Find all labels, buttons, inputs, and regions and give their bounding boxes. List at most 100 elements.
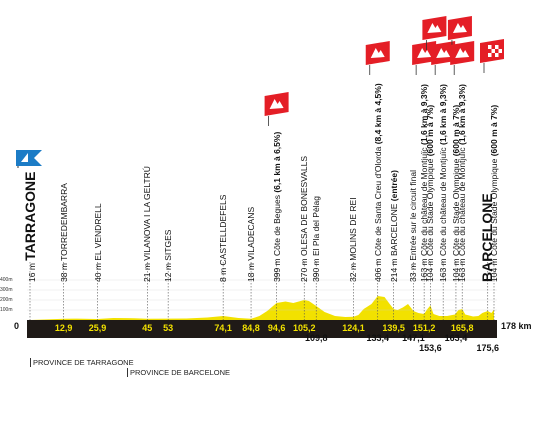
waypoint-name: OLESA DE BONESVALLS xyxy=(299,156,310,256)
waypoint-name: EL VENDRELL xyxy=(92,203,103,261)
start-flag-icon xyxy=(16,150,42,166)
checker-square xyxy=(495,53,499,57)
waypoint-altitude: 18 m xyxy=(246,260,257,282)
waypoint-altitude: 33 m xyxy=(408,260,419,282)
waypoint-detail: (600 m à 7%) xyxy=(489,104,499,159)
km-marker: 124,1 xyxy=(342,323,365,333)
waypoint-name: TARRAGONE xyxy=(21,171,38,261)
waypoint-label-castelldefels: 8 m CASTELLDEFELS xyxy=(218,195,228,282)
waypoint-altitude: 12 m xyxy=(163,260,174,282)
mountain-icon xyxy=(417,48,432,58)
waypoint-detail: (entrée) xyxy=(388,170,399,204)
km-marker: 84,8 xyxy=(242,323,260,333)
waypoint-name: VILANOVA I LA GELTRÚ xyxy=(142,166,153,261)
waypoint-name: Côte du Stade Olympique xyxy=(425,158,436,256)
checker-square xyxy=(498,49,502,53)
province-barcelone: PROVINCE DE BARCELONE xyxy=(127,368,230,377)
waypoint-label-torredembarra: 38 m TORREDEMBARRA xyxy=(59,183,69,282)
waypoint-label-molins: 32 m MOLINS DE REI xyxy=(348,197,358,282)
altitude-tick-300: 300m xyxy=(0,287,13,293)
waypoint-label-santa-creu: 406 m Côte de Santa Creu d'Olorda (8,4 k… xyxy=(373,83,383,282)
start-km-label: 0 xyxy=(14,321,20,331)
waypoint-altitude: 104 m xyxy=(489,256,499,282)
checker-square xyxy=(491,49,495,53)
mountain-icon xyxy=(455,48,470,58)
mountain-icon xyxy=(370,48,385,58)
waypoint-detail: (1,6 km à 9,3%) xyxy=(438,84,449,148)
km-marker: 109,8 xyxy=(304,333,328,343)
km-marker: 12,9 xyxy=(54,323,73,333)
waypoint-altitude: 21 m xyxy=(142,260,153,282)
checker-square xyxy=(488,45,492,49)
waypoint-altitude: 390 m xyxy=(311,256,322,282)
waypoint-label-tarragone: 16 m TARRAGONE xyxy=(21,171,40,282)
waypoint-detail: (1,6 km à 9,3%) xyxy=(457,84,468,148)
waypoint-name: SITGES xyxy=(163,229,174,261)
waypoint-name: El Pla del Pèlag xyxy=(311,195,322,256)
checker-square xyxy=(488,53,492,57)
waypoint-altitude: 214 m xyxy=(388,256,399,282)
waypoint-altitude: 163 m xyxy=(438,256,449,282)
waypoint-altitude: 104 m xyxy=(425,256,436,282)
waypoint-name: Côte de Santa Creu d'Olorda xyxy=(372,146,383,256)
waypoint-name: Entrée sur le circuit final xyxy=(408,170,419,261)
waypoint-name: TORREDEMBARRA xyxy=(58,183,69,261)
waypoint-label-barcelone-1: 214 m BARCELONE (entrée) xyxy=(389,170,399,282)
province-tarragone: PROVINCE DE TARRAGONE xyxy=(30,358,134,367)
altitude-tick-200: 200m xyxy=(0,297,13,303)
mountain-icon xyxy=(436,48,451,58)
km-marker: 133,4 xyxy=(366,333,389,343)
waypoint-altitude: 38 m xyxy=(58,260,69,282)
waypoint-name: CASTELLDEFELS xyxy=(218,194,229,266)
waypoint-label-el-vendrell: 40 m EL VENDRELL xyxy=(93,203,103,282)
km-marker: 163,4 xyxy=(444,333,468,343)
checker-square xyxy=(495,45,499,49)
waypoint-label-pla-pelag: 390 m El Pla del Pèlag xyxy=(311,196,321,282)
km-marker: 25,9 xyxy=(88,323,107,333)
altitude-tick-100: 100m xyxy=(0,307,13,313)
waypoint-label-olesa: 270 m OLESA DE BONESVALLS xyxy=(299,156,309,282)
waypoint-altitude: 399 m xyxy=(271,256,282,282)
km-marker: 74,1 xyxy=(214,323,232,333)
waypoint-label-begues: 399 m Côte de Begues (6,1 km à 6,5%) xyxy=(272,132,282,282)
waypoint-altitude: 406 m xyxy=(372,256,383,282)
waypoint-name: VILADECANS xyxy=(246,206,257,261)
waypoint-label-stade-3: 104 m Côte du Stade Olympique (600 m à 7… xyxy=(489,105,499,282)
waypoint-label-sitges: 12 m SITGES xyxy=(163,230,173,282)
km-marker: 165,8 xyxy=(450,323,474,333)
altitude-tick-400: 400m xyxy=(0,277,13,283)
km-marker: 139,5 xyxy=(382,323,405,333)
waypoint-altitude: 16 m xyxy=(26,260,37,282)
mountain-icon xyxy=(452,23,467,33)
waypoint-name: Côte du château de Montjuïc xyxy=(438,147,449,256)
waypoint-label-montjuic-2: 163 m Côte du château de Montjuïc (1,6 k… xyxy=(438,84,448,282)
waypoint-altitude: 8 m xyxy=(218,265,229,282)
waypoint-label-vilanova: 21 m VILANOVA I LA GELTRÚ xyxy=(142,166,152,282)
waypoint-detail: (600 m à 7%) xyxy=(425,104,436,159)
waypoint-label-viladecans: 18 m VILADECANS xyxy=(246,207,256,282)
km-marker: 175,6 xyxy=(476,343,499,353)
km-marker: 94,6 xyxy=(267,323,286,333)
waypoint-name: Côte de Begues xyxy=(271,195,282,256)
km-marker: 45 xyxy=(142,323,153,333)
ground-band xyxy=(27,320,497,338)
waypoint-altitude: 40 m xyxy=(92,260,103,282)
start-arrow-icon xyxy=(21,153,28,162)
waypoint-name: Côte du Stade Olympique xyxy=(489,158,499,256)
km-marker: 53 xyxy=(163,323,174,333)
waypoint-name: MOLINS DE REI xyxy=(348,197,359,261)
end-km-label: 178 km xyxy=(501,321,532,331)
km-marker: 153,6 xyxy=(419,343,442,353)
km-marker: 147,1 xyxy=(402,333,425,343)
waypoint-label-stade-1: 104 m Côte du Stade Olympique (600 m à 7… xyxy=(425,105,435,282)
mountain-icon xyxy=(427,23,442,33)
waypoint-detail: (8,4 km à 4,5%) xyxy=(372,83,383,147)
waypoint-label-circuit: 33 m Entrée sur le circuit final xyxy=(408,170,418,282)
waypoint-altitude: 163 m xyxy=(457,256,468,282)
waypoint-altitude: 32 m xyxy=(348,260,359,282)
km-marker: 105,2 xyxy=(292,323,316,333)
waypoint-name: Côte du château de Montjuïc xyxy=(457,147,468,256)
waypoint-altitude: 270 m xyxy=(299,256,310,282)
